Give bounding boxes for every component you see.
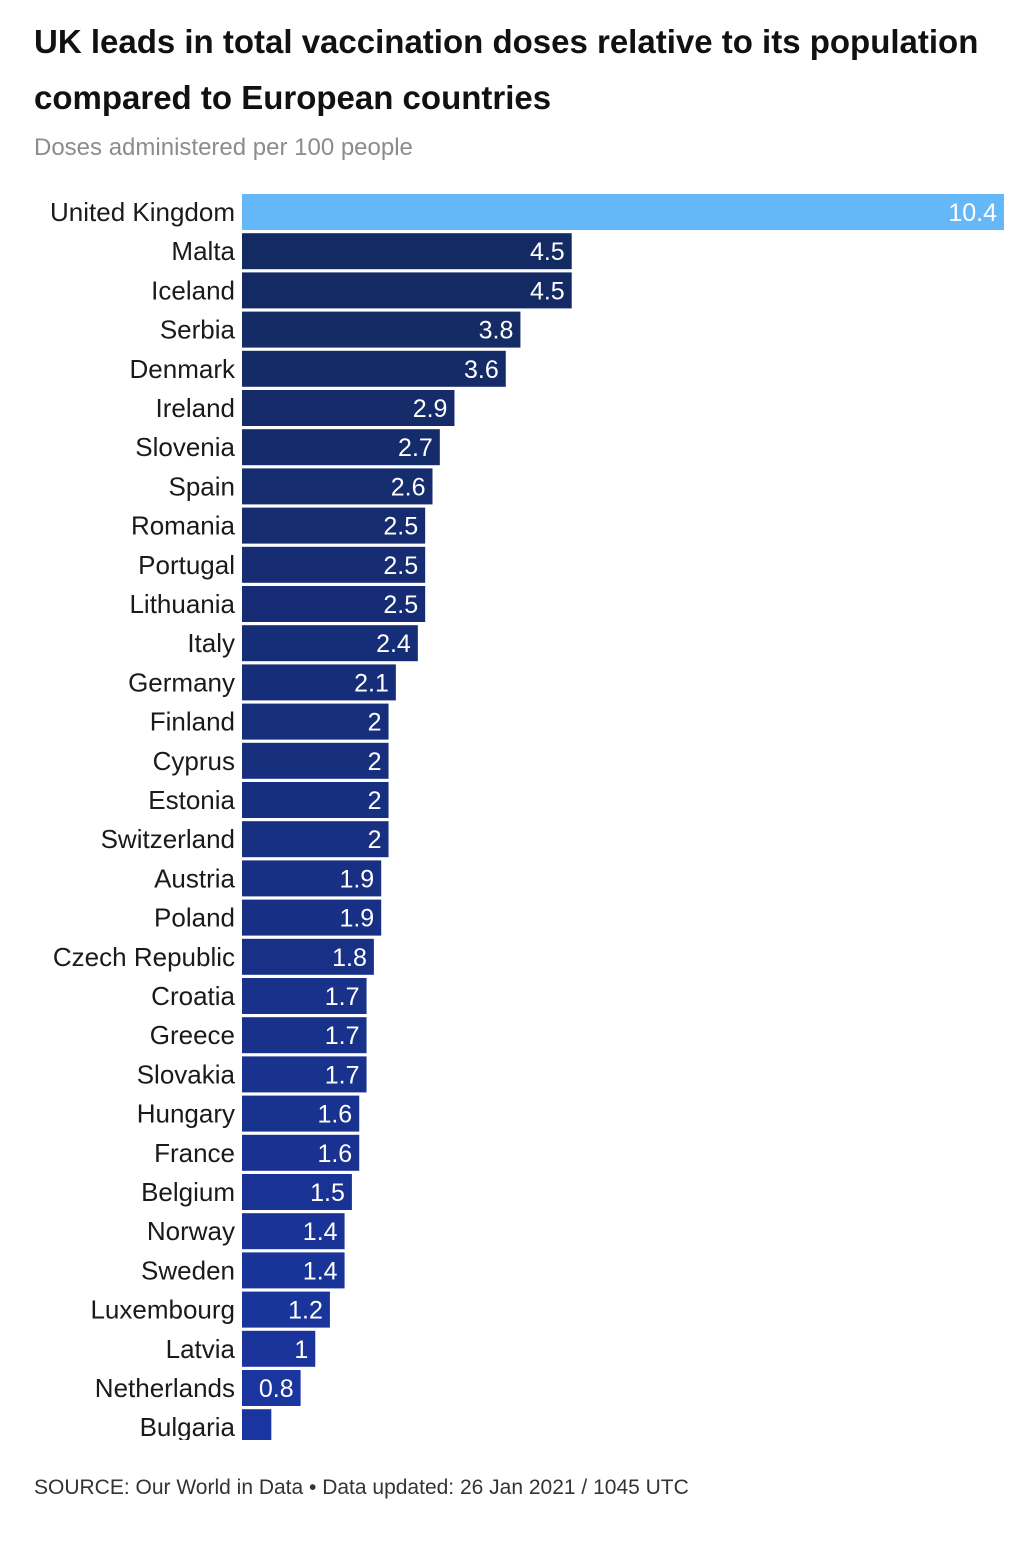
category-label: Austria <box>154 863 235 893</box>
bar-bulgaria <box>242 1409 272 1440</box>
bar-cyprus <box>242 742 389 779</box>
category-label: Spain <box>169 471 236 501</box>
bar-poland <box>242 899 382 936</box>
category-label: Denmark <box>130 354 236 384</box>
bar-sweden <box>242 1252 345 1289</box>
value-label: 1.6 <box>317 1140 352 1168</box>
category-label: Cyprus <box>153 746 235 776</box>
value-label: 2.5 <box>383 591 418 619</box>
source-note: SOURCE: Our World in Data • Data updated… <box>34 1476 689 1499</box>
bar-united-kingdom <box>242 194 1004 230</box>
value-label: 0.8 <box>259 1375 294 1403</box>
bar-belgium <box>242 1174 352 1210</box>
category-label: Sweden <box>141 1255 235 1285</box>
bar-czech-republic <box>242 938 374 975</box>
category-label: Serbia <box>160 315 236 345</box>
value-label: 2.5 <box>383 552 418 580</box>
value-label: 2.1 <box>354 669 389 697</box>
value-label: 2.9 <box>413 395 448 423</box>
category-label: Slovenia <box>135 432 235 462</box>
category-label: Bulgaria <box>140 1412 236 1440</box>
category-label: Slovakia <box>137 1059 236 1089</box>
bar-croatia <box>242 978 367 1014</box>
value-label: 1.5 <box>310 1179 345 1207</box>
chart-title: UK leads in total vaccination doses rela… <box>34 23 979 116</box>
value-label: 2.7 <box>398 434 433 462</box>
value-label: 1.9 <box>339 905 374 933</box>
category-label: Italy <box>187 628 235 658</box>
value-label: 1.9 <box>339 865 374 893</box>
value-label: 1.4 <box>303 1257 338 1285</box>
bar-norway <box>242 1213 345 1250</box>
bar-ireland <box>242 390 455 426</box>
category-label: Germany <box>128 667 235 697</box>
category-label: Netherlands <box>95 1373 235 1403</box>
category-label: Norway <box>147 1216 235 1246</box>
bar-chart: United Kingdom 10.4 Malta 4.5 Iceland 4.5 Serb… <box>50 194 1004 1440</box>
chart-subtitle: Doses administered per 100 people <box>34 134 413 161</box>
category-label: Lithuania <box>129 589 235 619</box>
category-label: Switzerland <box>101 824 235 854</box>
category-label: Malta <box>171 236 235 266</box>
category-label: Czech Republic <box>53 942 235 972</box>
bar-germany <box>242 664 396 701</box>
value-label: 1.6 <box>317 1101 352 1129</box>
category-label: Belgium <box>141 1177 235 1207</box>
bar-greece <box>242 1017 367 1054</box>
bar-denmark <box>242 350 506 387</box>
value-label: 1.7 <box>325 1022 360 1050</box>
category-label: Iceland <box>151 275 235 305</box>
value-label: 2 <box>368 748 382 776</box>
value-label: 2 <box>368 826 382 854</box>
value-label: 2 <box>368 709 382 737</box>
value-label: 2.5 <box>383 513 418 541</box>
value-label: 1.8 <box>332 944 367 972</box>
value-label: 2 <box>368 787 382 815</box>
category-label: United Kingdom <box>50 197 235 227</box>
bar-france <box>242 1134 360 1171</box>
category-label: Romania <box>131 511 236 541</box>
value-label: 1.7 <box>325 1061 360 1089</box>
bar-austria <box>242 860 382 897</box>
value-label: 3.8 <box>479 317 514 345</box>
bar-malta <box>242 233 572 270</box>
bar-finland <box>242 703 389 740</box>
category-label: Ireland <box>156 393 236 423</box>
bar-latvia <box>242 1330 316 1367</box>
value-label: 1.2 <box>288 1297 323 1325</box>
bar-iceland <box>242 272 572 309</box>
value-label: 1 <box>294 1336 308 1364</box>
bar-slovakia <box>242 1056 367 1093</box>
bar-estonia <box>242 782 389 818</box>
value-label: 2.4 <box>376 630 411 658</box>
category-label: Latvia <box>166 1334 236 1364</box>
category-label: Greece <box>150 1020 235 1050</box>
bar-luxembourg <box>242 1291 330 1328</box>
category-label: Portugal <box>138 550 235 580</box>
value-label: 10.4 <box>948 199 997 227</box>
category-label: Croatia <box>151 981 235 1011</box>
bar-hungary <box>242 1095 360 1132</box>
value-label: 1.7 <box>325 983 360 1011</box>
category-label: Poland <box>154 903 235 933</box>
bar-serbia <box>242 311 521 348</box>
category-label: Luxembourg <box>90 1295 235 1325</box>
bar-romania <box>242 507 426 544</box>
bar-italy <box>242 625 418 662</box>
category-label: Finland <box>150 707 235 737</box>
bar-slovenia <box>242 429 440 466</box>
category-label: France <box>154 1138 235 1168</box>
value-label: 4.5 <box>530 238 565 266</box>
value-label: 1.4 <box>303 1218 338 1246</box>
bar-netherlands <box>242 1370 301 1406</box>
value-label: 3.6 <box>464 356 499 384</box>
bar-spain <box>242 468 433 505</box>
category-label: Estonia <box>148 785 235 815</box>
bar-portugal <box>242 546 426 583</box>
category-label: Hungary <box>137 1099 235 1129</box>
value-label: 4.5 <box>530 277 565 305</box>
value-label: 2.6 <box>391 473 426 501</box>
bar-lithuania <box>242 586 426 622</box>
bar-switzerland <box>242 821 389 858</box>
